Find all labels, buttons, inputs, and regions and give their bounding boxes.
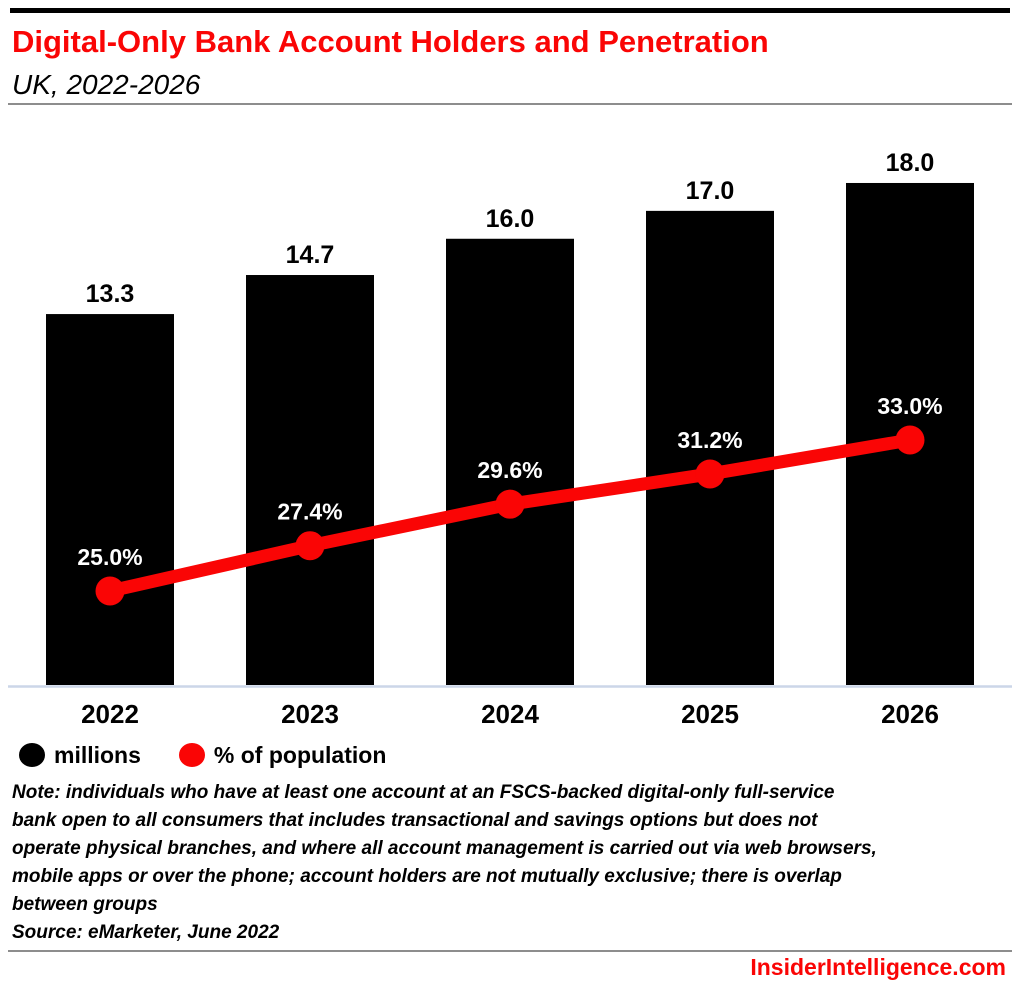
line-marker [295,531,325,561]
bar [46,314,174,685]
note-line: between groups [12,894,158,915]
brand-link: InsiderIntelligence.com [750,954,1006,980]
chart-legend: millions % of population [19,741,424,769]
x-tick-label: 2026 [881,699,939,729]
legend-label-pct-population: % of population [213,742,387,768]
line-marker [695,459,725,489]
x-tick-label: 2024 [481,699,539,729]
footnote-block: Note: individuals who have at least one … [12,779,1008,947]
bar-value-label: 14.7 [286,241,335,269]
legend-dot-millions-icon [19,743,45,767]
legend-item-millions: millions [19,741,141,769]
line-marker [495,489,525,519]
line-marker [95,576,125,606]
x-tick-label: 2023 [281,699,339,729]
line-value-label: 29.6% [477,457,542,483]
bar-value-label: 13.3 [86,280,135,308]
line-value-label: 31.2% [677,427,742,453]
note-line: mobile apps or over the phone; account h… [12,866,842,887]
bar [646,210,774,685]
legend-item-pct-population: % of population [178,741,387,769]
chart-title: Digital-Only Bank Account Holders and Pe… [12,24,769,59]
line-value-label: 27.4% [277,499,342,525]
note-line: bank open to all consumers that includes… [12,810,818,831]
source-line: Source: eMarketer, June 2022 [12,922,280,943]
bar-value-label: 16.0 [486,205,535,233]
line-value-label: 25.0% [77,544,142,570]
note-line: Note: individuals who have at least one … [12,782,835,803]
bar [446,238,574,685]
bar [246,275,374,685]
footer-divider [8,950,1012,952]
chart: 13.3 2022 14.7 2023 16.0 2024 17.0 2025 18.0 2026… [8,149,1012,729]
x-tick-label: 2022 [81,699,139,729]
legend-label-millions: millions [54,742,141,768]
top-accent-bar [10,8,1010,13]
bar-value-label: 18.0 [886,149,935,177]
header-divider [8,103,1012,105]
note-line: operate physical branches, and where all… [12,838,877,859]
bar-value-label: 17.0 [686,177,735,205]
line-value-label: 33.0% [877,393,942,419]
chart-subtitle: UK, 2022-2026 [12,69,201,100]
x-tick-label: 2025 [681,699,739,729]
legend-dot-pct-population-icon [178,743,205,767]
line-marker [895,425,925,455]
